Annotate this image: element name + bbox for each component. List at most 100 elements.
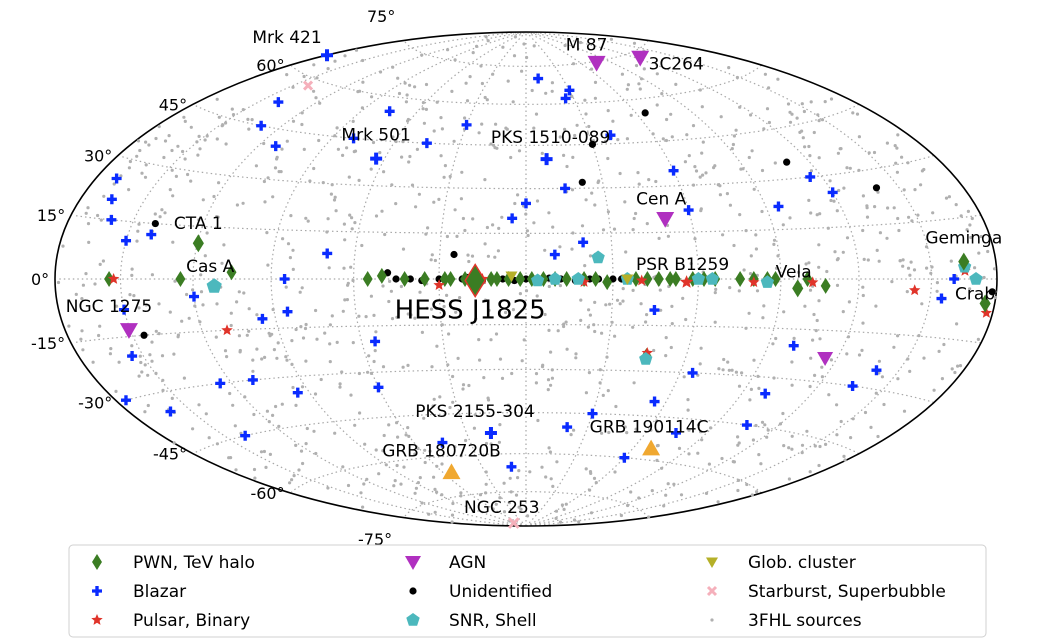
fhl-point [452, 139, 456, 143]
fhl-point [500, 215, 504, 219]
fhl-point [782, 310, 786, 314]
snr-point [531, 273, 545, 287]
blazar-point [421, 138, 432, 149]
fhl-point [712, 166, 716, 170]
fhl-point [224, 142, 228, 146]
fhl-point [931, 211, 935, 215]
fhl-point [302, 147, 306, 151]
fhl-point [290, 478, 294, 482]
fhl-point [440, 323, 444, 327]
fhl-point [420, 53, 424, 57]
fhl-point [410, 183, 415, 187]
fhl-point [709, 426, 713, 430]
fhl-point [498, 423, 502, 427]
fhl-point [415, 147, 419, 151]
fhl-point [699, 346, 703, 350]
fhl-point [762, 304, 766, 308]
fhl-point [369, 294, 373, 298]
fhl-point [502, 481, 506, 485]
blazar-point [741, 420, 752, 431]
source-label: PKS 1510-089 [491, 128, 610, 148]
fhl-point [732, 460, 737, 464]
fhl-point [440, 462, 444, 466]
fhl-point [534, 372, 539, 376]
blazar-point [649, 396, 660, 407]
fhl-point [908, 273, 912, 277]
fhl-point [357, 371, 361, 376]
fhl-point [475, 44, 479, 49]
pwn-point [665, 271, 676, 287]
fhl-point [176, 335, 180, 339]
fhl-point [809, 169, 814, 173]
fhl-point [722, 357, 726, 362]
fhl-point [266, 263, 270, 267]
fhl-point [137, 222, 141, 226]
fhl-point [485, 225, 489, 230]
fhl-point [170, 148, 174, 153]
blazar-point [670, 427, 681, 438]
parallel-line [291, 64, 762, 105]
fhl-point [836, 151, 841, 155]
fhl-point [333, 195, 337, 199]
fhl-point [534, 381, 539, 385]
fhl-point [163, 211, 167, 215]
fhl-point [808, 288, 813, 292]
fhl-point [491, 72, 495, 76]
source-marker [679, 275, 694, 288]
fhl-point [644, 320, 648, 324]
unid-point [406, 275, 414, 283]
fhl-point [312, 429, 316, 433]
fhl-point [170, 168, 174, 172]
agn-point [817, 351, 834, 366]
fhl-point [453, 445, 457, 449]
fhl-point [396, 76, 400, 80]
fhl-point [699, 207, 703, 211]
fhl-point [801, 136, 805, 140]
fhl-point [80, 329, 84, 333]
fhl-point [493, 146, 497, 150]
fhl-point [418, 290, 422, 294]
fhl-point [805, 429, 809, 433]
fhl-point [318, 101, 322, 105]
fhl-point [608, 302, 612, 306]
fhl-point [470, 254, 475, 258]
fhl-point [377, 472, 381, 476]
fhl-point [423, 448, 427, 452]
fhl-point [135, 154, 139, 158]
fhl-point [572, 518, 577, 522]
fhl-point [749, 113, 753, 117]
fhl-point [968, 223, 972, 227]
fhl-point [885, 236, 889, 240]
fhl-point [132, 294, 136, 298]
fhl-point [136, 229, 140, 233]
fhl-point [416, 305, 420, 309]
fhl-point [507, 501, 511, 505]
fhl-point [494, 332, 499, 336]
fhl-point [693, 165, 697, 169]
fhl-point [467, 383, 471, 388]
fhl-point [563, 127, 567, 131]
fhl-point [400, 155, 404, 159]
fhl-point [696, 423, 701, 427]
pulsar-point [578, 276, 590, 287]
source-marker [206, 278, 222, 293]
fhl-point [842, 454, 846, 458]
fhl-point [489, 338, 493, 342]
pwn-point [486, 271, 497, 287]
fhl-point [114, 389, 118, 393]
fhl-point [483, 95, 487, 100]
unid-point [872, 184, 881, 192]
fhl-point [637, 496, 641, 500]
fhl-point [144, 163, 148, 167]
fhl-point [930, 265, 934, 269]
fhl-point [191, 288, 195, 292]
fhl-point [512, 54, 517, 58]
fhl-point [498, 496, 502, 500]
source-label: Cas A [186, 257, 235, 277]
fhl-point [666, 482, 670, 486]
fhl-point [593, 80, 598, 84]
fhl-point [98, 324, 102, 328]
fhl-point [669, 345, 673, 350]
fhl-point [920, 302, 924, 306]
